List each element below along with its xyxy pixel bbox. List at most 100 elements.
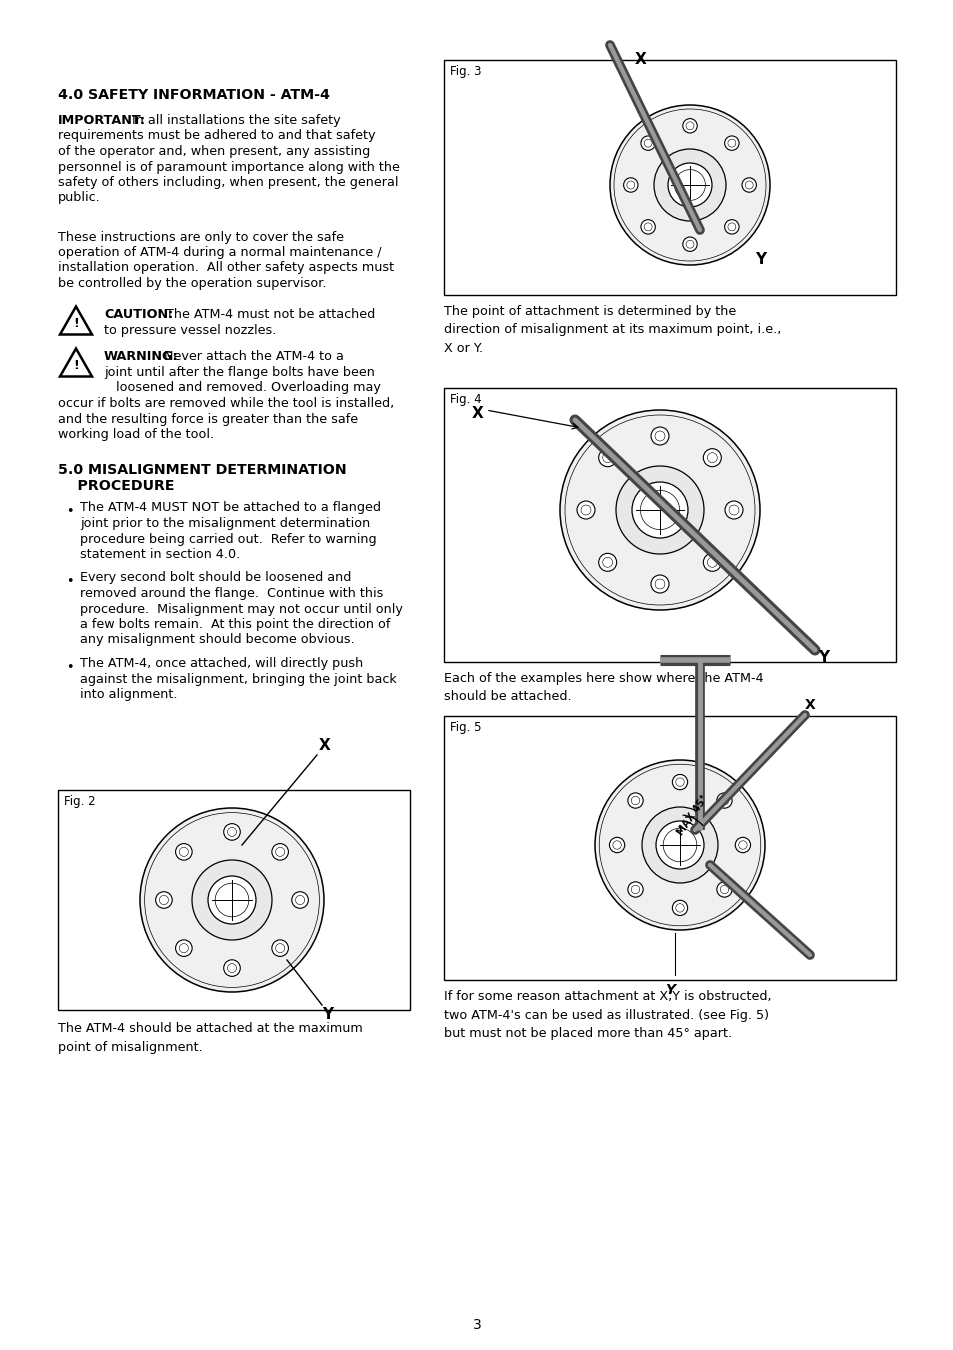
Circle shape <box>598 554 616 571</box>
Text: against the misalignment, bringing the joint back: against the misalignment, bringing the j… <box>80 672 396 686</box>
Bar <box>443 716 895 980</box>
Circle shape <box>609 105 769 265</box>
Text: joint until after the flange bolts have been: joint until after the flange bolts have … <box>104 366 375 379</box>
Circle shape <box>702 554 720 571</box>
Text: IMPORTANT:: IMPORTANT: <box>58 113 146 127</box>
Text: The point of attachment is determined by the
direction of misalignment at its ma: The point of attachment is determined by… <box>443 305 781 355</box>
Text: operation of ATM-4 during a normal maintenance /: operation of ATM-4 during a normal maint… <box>58 246 381 259</box>
Text: !: ! <box>73 359 79 373</box>
Circle shape <box>667 163 711 207</box>
Circle shape <box>155 892 172 909</box>
Text: 3: 3 <box>472 1318 481 1332</box>
Bar <box>58 790 410 1010</box>
Text: MAX 45°: MAX 45° <box>675 794 709 837</box>
Text: a few bolts remain.  At this point the direction of: a few bolts remain. At this point the di… <box>80 618 390 630</box>
Circle shape <box>650 575 668 593</box>
Circle shape <box>741 178 756 192</box>
Circle shape <box>623 178 638 192</box>
Circle shape <box>640 136 655 150</box>
Text: of the operator and, when present, any assisting: of the operator and, when present, any a… <box>58 144 370 158</box>
Circle shape <box>224 960 240 976</box>
Circle shape <box>175 940 192 956</box>
Text: Fig. 2: Fig. 2 <box>64 795 95 809</box>
Text: be controlled by the operation supervisor.: be controlled by the operation superviso… <box>58 277 326 290</box>
Circle shape <box>724 501 742 518</box>
Text: public.: public. <box>58 192 101 204</box>
Circle shape <box>272 940 288 956</box>
Text: The ATM-4 MUST NOT be attached to a flanged: The ATM-4 MUST NOT be attached to a flan… <box>80 501 380 514</box>
Text: X: X <box>472 406 483 421</box>
Circle shape <box>735 837 750 853</box>
Text: installation operation.  All other safety aspects must: installation operation. All other safety… <box>58 262 394 274</box>
Text: any misalignment should become obvious.: any misalignment should become obvious. <box>80 633 355 647</box>
Text: safety of others including, when present, the general: safety of others including, when present… <box>58 176 398 189</box>
Circle shape <box>559 410 760 610</box>
Circle shape <box>656 821 703 869</box>
Text: Y: Y <box>322 1007 333 1022</box>
Circle shape <box>272 844 288 860</box>
Text: Y: Y <box>817 651 828 666</box>
Text: requirements must be adhered to and that safety: requirements must be adhered to and that… <box>58 130 375 143</box>
Text: into alignment.: into alignment. <box>80 688 177 701</box>
Circle shape <box>598 448 616 467</box>
Circle shape <box>724 220 739 234</box>
Text: WARNING:: WARNING: <box>104 351 178 363</box>
Text: Each of the examples here show where the ATM-4
should be attached.: Each of the examples here show where the… <box>443 672 762 703</box>
Text: Y: Y <box>754 252 765 267</box>
Text: joint prior to the misalignment determination: joint prior to the misalignment determin… <box>80 517 370 531</box>
Circle shape <box>724 136 739 150</box>
Text: !: ! <box>73 317 79 331</box>
Circle shape <box>716 882 731 898</box>
Circle shape <box>292 892 308 909</box>
Circle shape <box>654 148 725 221</box>
Circle shape <box>682 119 697 134</box>
Text: CAUTION:: CAUTION: <box>104 309 173 321</box>
Text: The ATM-4, once attached, will directly push: The ATM-4, once attached, will directly … <box>80 657 363 670</box>
Text: removed around the flange.  Continue with this: removed around the flange. Continue with… <box>80 587 383 599</box>
Circle shape <box>672 775 687 790</box>
Circle shape <box>192 860 272 940</box>
Text: •: • <box>66 505 73 518</box>
Circle shape <box>208 876 255 923</box>
Text: Every second bolt should be loosened and: Every second bolt should be loosened and <box>80 571 351 585</box>
Text: procedure being carried out.  Refer to warning: procedure being carried out. Refer to wa… <box>80 532 376 545</box>
Circle shape <box>140 809 324 992</box>
Circle shape <box>716 792 731 809</box>
Circle shape <box>616 466 703 554</box>
Text: 5.0 MISALIGNMENT DETERMINATION: 5.0 MISALIGNMENT DETERMINATION <box>58 463 346 478</box>
Circle shape <box>682 238 697 251</box>
Circle shape <box>631 482 687 539</box>
Text: •: • <box>66 662 73 674</box>
Text: procedure.  Misalignment may not occur until only: procedure. Misalignment may not occur un… <box>80 602 402 616</box>
Text: In all installations the site safety: In all installations the site safety <box>132 113 340 127</box>
Text: X: X <box>635 53 646 68</box>
Bar <box>443 387 895 662</box>
Text: These instructions are only to cover the safe: These instructions are only to cover the… <box>58 231 344 243</box>
Circle shape <box>609 837 624 853</box>
Text: personnel is of paramount importance along with the: personnel is of paramount importance alo… <box>58 161 399 174</box>
Text: Fig. 3: Fig. 3 <box>450 65 481 78</box>
Text: PROCEDURE: PROCEDURE <box>58 479 174 494</box>
Circle shape <box>175 844 192 860</box>
Text: Never attach the ATM-4 to a: Never attach the ATM-4 to a <box>160 351 343 363</box>
Text: loosened and removed. Overloading may: loosened and removed. Overloading may <box>104 382 380 394</box>
Circle shape <box>577 501 595 518</box>
Text: 4.0 SAFETY INFORMATION - ATM-4: 4.0 SAFETY INFORMATION - ATM-4 <box>58 88 330 103</box>
Circle shape <box>641 807 718 883</box>
Text: occur if bolts are removed while the tool is installed,: occur if bolts are removed while the too… <box>58 397 394 410</box>
Circle shape <box>627 792 642 809</box>
Text: Y: Y <box>664 983 675 998</box>
Bar <box>443 59 895 296</box>
Text: The ATM-4 should be attached at the maximum
point of misalignment.: The ATM-4 should be attached at the maxi… <box>58 1022 362 1053</box>
Text: and the resulting force is greater than the safe: and the resulting force is greater than … <box>58 413 357 425</box>
Text: X: X <box>804 698 815 711</box>
Text: •: • <box>66 575 73 589</box>
Text: statement in section 4.0.: statement in section 4.0. <box>80 548 240 562</box>
Text: If for some reason attachment at X,Y is obstructed,
two ATM-4's can be used as i: If for some reason attachment at X,Y is … <box>443 990 771 1040</box>
Text: working load of the tool.: working load of the tool. <box>58 428 213 441</box>
Circle shape <box>650 427 668 446</box>
Text: Fig. 5: Fig. 5 <box>450 721 481 734</box>
Circle shape <box>595 760 764 930</box>
Circle shape <box>224 824 240 840</box>
Text: Fig. 4: Fig. 4 <box>450 393 481 406</box>
